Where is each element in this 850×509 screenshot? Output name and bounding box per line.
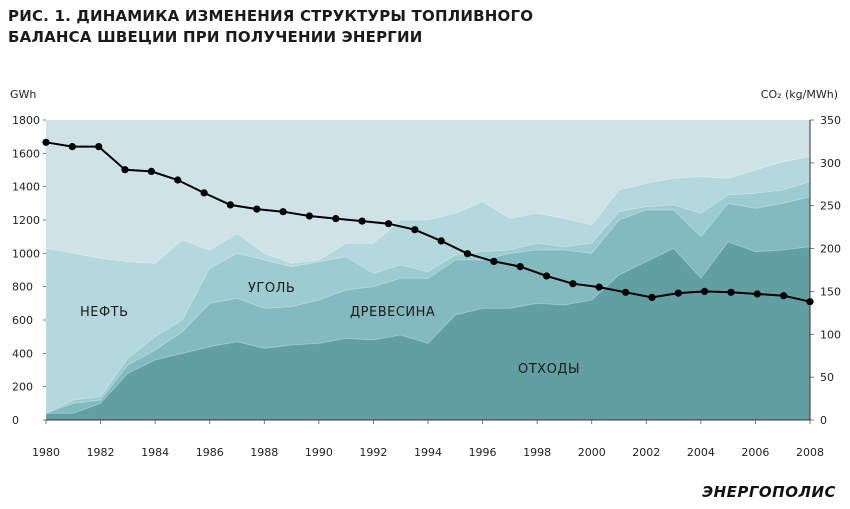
- co2-point: [226, 201, 234, 209]
- x-tick-label: 2008: [796, 446, 824, 459]
- x-tick-label: 2004: [687, 446, 715, 459]
- y-tick-label: 1800: [12, 114, 40, 127]
- area-label-neft: НЕФТЬ: [80, 305, 129, 320]
- co2-line-group: [42, 138, 814, 306]
- y-tick-label: 0: [12, 414, 19, 427]
- y-tick-label: 1000: [12, 247, 40, 260]
- y2-tick-label: 50: [820, 371, 834, 384]
- chart-title-line-1: РИС. 1. ДИНАМИКА ИЗМЕНЕНИЯ СТРУКТУРЫ ТОП…: [8, 7, 534, 25]
- x-tick-label: 1980: [32, 446, 60, 459]
- x-tick-label: 1992: [359, 446, 387, 459]
- co2-point: [543, 272, 551, 280]
- co2-point: [516, 263, 524, 271]
- co2-point: [595, 283, 603, 291]
- co2-point: [648, 293, 656, 301]
- chart-title: РИС. 1. ДИНАМИКА ИЗМЕНЕНИЯ СТРУКТУРЫ ТОП…: [8, 6, 533, 48]
- y2-tick-label: 150: [820, 285, 841, 298]
- co2-point: [121, 166, 129, 174]
- y2-tick-label: 350: [820, 114, 841, 127]
- chart-title-line-2: БАЛАНСА ШВЕЦИИ ПРИ ПОЛУЧЕНИИ ЭНЕРГИИ: [8, 28, 423, 46]
- y2-tick-label: 0: [820, 414, 827, 427]
- x-tick-label: 1982: [87, 446, 115, 459]
- co2-point: [384, 220, 393, 228]
- y2-tick-label: 100: [820, 328, 841, 341]
- x-tick-label: 1996: [469, 446, 497, 459]
- brand-logo: ЭНЕРГОПОЛИС: [702, 483, 836, 501]
- y-tick-label: 1600: [12, 147, 40, 160]
- area-layers: [45, 120, 811, 421]
- co2-point: [200, 189, 208, 197]
- x-tick-label: 1994: [414, 446, 442, 459]
- co2-point: [463, 250, 472, 258]
- y-tick-label: 1200: [12, 214, 40, 227]
- co2-point: [174, 176, 182, 184]
- x-tick-label: 1986: [196, 446, 224, 459]
- co2-point: [780, 292, 788, 300]
- y-tick-label: 600: [12, 314, 33, 327]
- co2-point: [411, 226, 419, 234]
- area-othody: [45, 241, 811, 421]
- co2-line: [45, 141, 811, 303]
- co2-point: [490, 257, 498, 265]
- co2-point: [701, 287, 709, 295]
- x-tick-label: 1988: [250, 446, 278, 459]
- co2-point: [358, 217, 366, 225]
- co2-point: [68, 143, 76, 151]
- x-tick-label: 2000: [578, 446, 606, 459]
- co2-point: [332, 215, 340, 223]
- x-tick-label: 1998: [523, 446, 551, 459]
- co2-point: [622, 288, 630, 296]
- y-axis-unit-left: GWh: [10, 88, 37, 101]
- co2-point: [253, 205, 261, 213]
- co2-point: [727, 288, 735, 296]
- co2-point: [569, 280, 577, 288]
- y2-tick-label: 200: [820, 243, 841, 256]
- axes: 0 200 400 600 800 1000 1200 1400 1600 1800 0 50 100 1…: [12, 114, 841, 459]
- y-axis-unit-right: CO₂ (kg/MWh): [760, 88, 838, 101]
- y2-tick-label: 250: [820, 200, 841, 213]
- area-label-othody: ОТХОДЫ: [518, 362, 580, 377]
- area-labels: НЕФТЬ УГОЛЬ ДРЕВЕСИНА ОТХОДЫ: [80, 281, 580, 377]
- area-label-drevesina: ДРЕВЕСИНА: [350, 305, 435, 320]
- y-tick-label: 200: [12, 381, 33, 394]
- co2-point: [806, 298, 814, 306]
- y2-tick-label: 300: [820, 157, 841, 170]
- co2-point: [95, 143, 103, 151]
- x-tick-label: 2006: [741, 446, 769, 459]
- co2-point: [147, 167, 155, 175]
- x-tick-label: 2002: [632, 446, 660, 459]
- x-tick-label: 1984: [141, 446, 169, 459]
- co2-point: [279, 208, 287, 216]
- y-tick-label: 800: [12, 281, 33, 294]
- y-tick-label: 400: [12, 347, 33, 360]
- co2-point: [753, 290, 761, 298]
- x-tick-label: 1990: [305, 446, 333, 459]
- co2-point: [305, 212, 313, 220]
- y-tick-label: 1400: [12, 181, 40, 194]
- co2-point: [437, 237, 445, 245]
- co2-point: [674, 289, 682, 297]
- co2-point: [42, 138, 50, 146]
- area-label-ugol: УГОЛЬ: [248, 281, 295, 296]
